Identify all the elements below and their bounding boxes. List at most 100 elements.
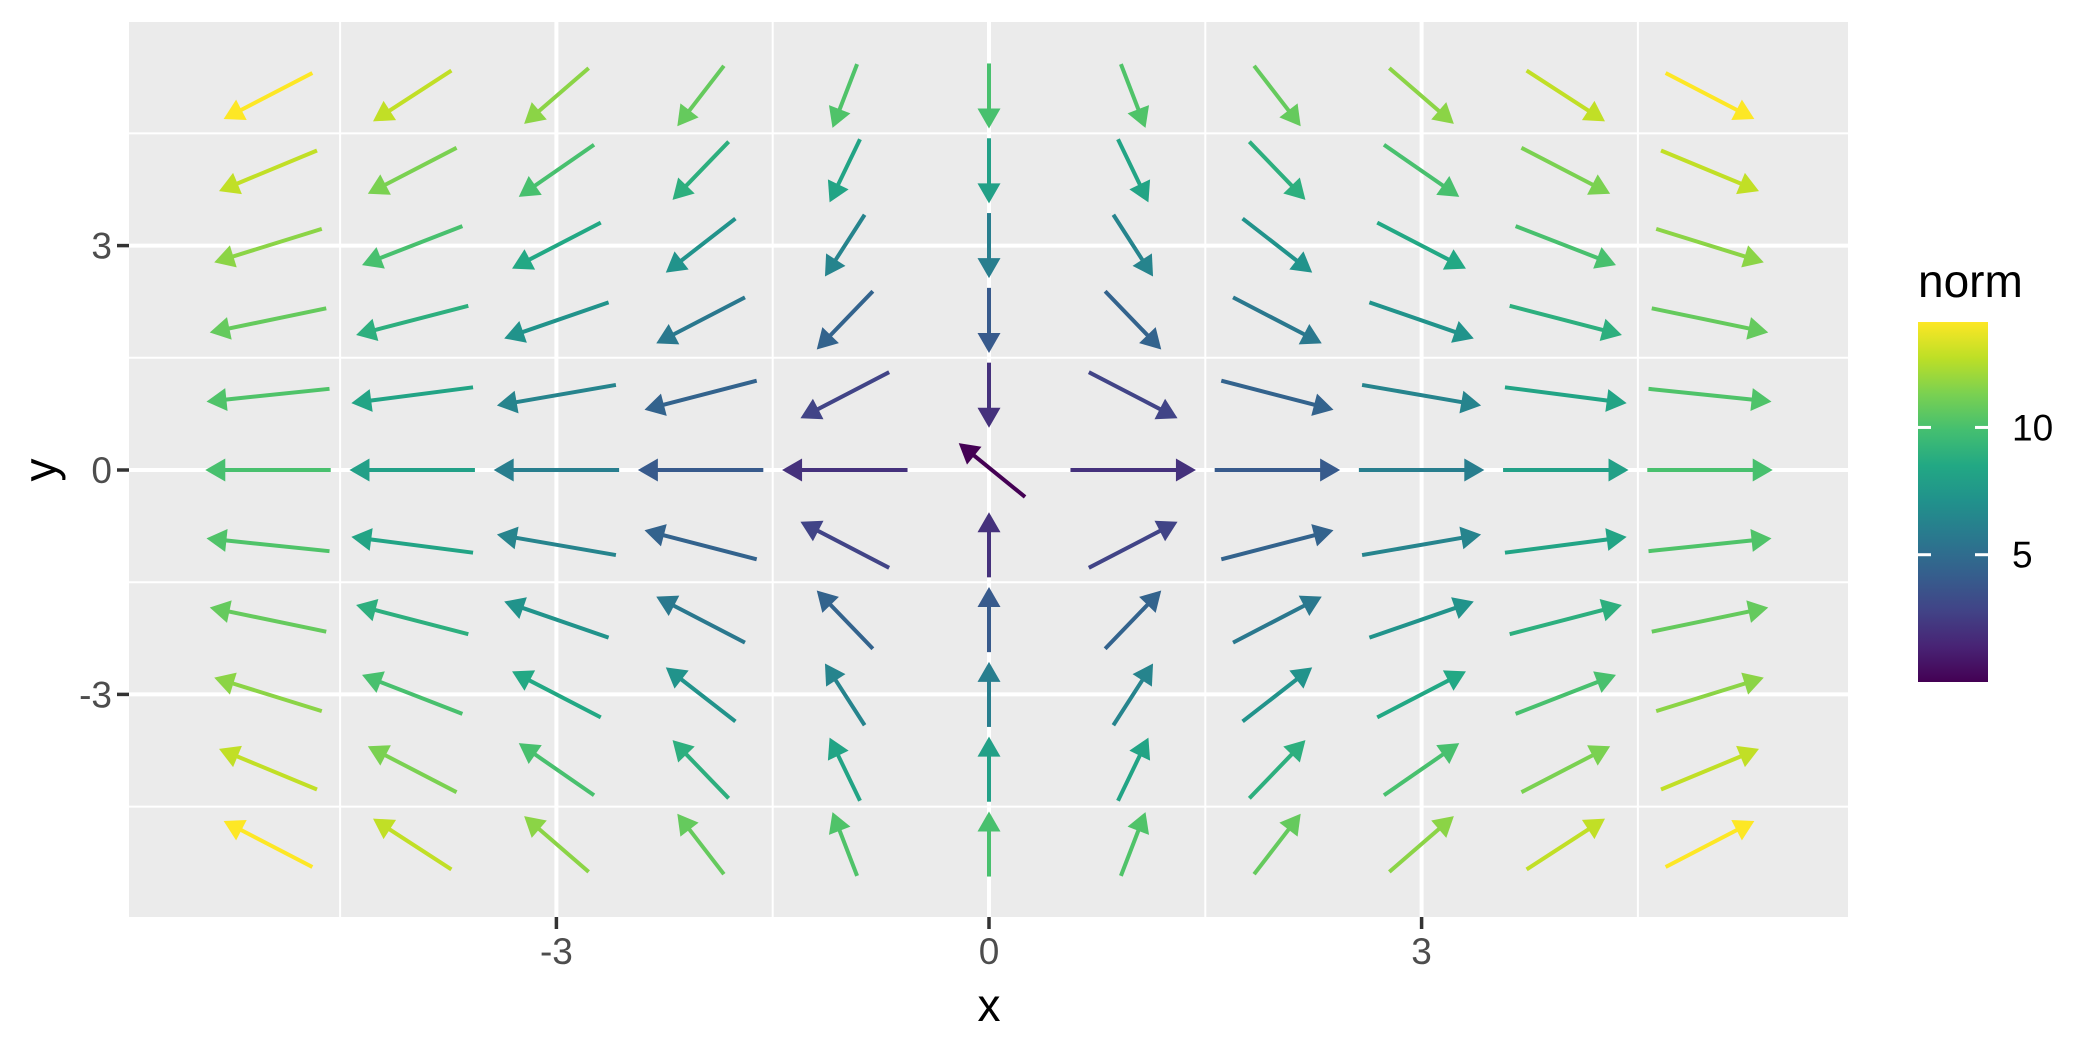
quiver-arrow-head [816,590,839,613]
quiver-arrow [977,811,1001,877]
quiver-arrow-shaft [1241,216,1300,264]
quiver-arrow-head [362,671,385,693]
quiver-arrow [1116,737,1151,802]
quiver-arrow [656,595,746,645]
quiver-arrow-head [800,398,824,420]
quiver-arrow-head [349,458,370,482]
quiver-arrow-head [1605,389,1627,412]
quiver-arrow [800,370,891,420]
quiver-arrow-shaft [815,370,891,412]
quiver-arrow [1368,300,1474,343]
quiver-arrow-head [1129,737,1151,761]
quiver-arrow [800,520,891,570]
quiver-arrow [496,526,617,558]
quiver-arrow-head [214,672,237,695]
quiver-arrow-head [219,745,242,768]
quiver-arrow [1660,148,1759,195]
quiver-arrow-head [977,736,1001,757]
quiver-arrow-shaft [1376,220,1451,263]
quiver-arrow-shaft [234,753,318,792]
quiver-arrow [1247,740,1306,800]
quiver-arrow-head [504,597,527,619]
quiver-arrow-shaft [1651,306,1752,331]
quiver-arrow [504,300,610,343]
legend-title: norm [1918,255,2023,307]
quiver-arrow-shaft [234,148,318,187]
quiver-arrow-head [1129,179,1151,203]
quiver-arrow-head [1289,667,1313,689]
quiver-arrow-shaft [971,452,1027,499]
quiver-arrow-shaft [835,752,862,802]
quiver-arrow-shaft [1119,63,1141,112]
quiver-arrow-head [524,816,547,838]
quiver-arrow-head [223,819,247,841]
quiver-arrow-head [367,745,391,766]
quiver-arrow-shaft [226,306,327,331]
quiver-arrow [1119,812,1150,877]
quiver-arrow-shaft [1241,676,1300,724]
quiver-arrow-shaft [1232,295,1307,337]
quiver-arrow-shaft [1361,535,1464,558]
quiver-arrow-head [1283,740,1306,763]
quiver-arrow-head [1154,398,1178,420]
quiver-arrow-head [219,172,242,195]
quiver-arrow [1388,66,1454,124]
quiver-arrow-head [958,443,982,465]
quiver-arrow [1252,64,1301,127]
quiver-arrow-shaft [238,71,314,113]
legend-tick-labels: 5 10 [2012,407,2053,575]
quiver-arrow-head [1750,388,1772,411]
quiver-arrow [665,667,737,724]
quiver-arrow-head [1605,528,1627,551]
quiver-arrow [356,598,469,637]
quiver-arrow-head [672,740,695,763]
quiver-arrow-head [977,512,1001,533]
quiver-arrow-head [977,407,1001,428]
quiver-arrow [1664,71,1755,121]
quiver-arrow-head [977,587,1001,608]
quiver-arrow [524,66,590,124]
quiver-arrow-head [205,458,226,482]
quiver-arrow-head [1736,745,1759,768]
quiver-arrow [1664,819,1755,869]
quiver-arrow-shaft [837,63,859,112]
quiver-arrow-head [1311,524,1334,547]
quiver-arrow [1103,590,1162,651]
quiver-arrow-head [512,249,536,270]
quiver-arrow-shaft [683,751,731,800]
quiver-arrow [1252,813,1301,876]
quiver-arrow-head [782,458,803,482]
quiver-arrow-head [1154,520,1178,542]
quiver-arrow [1509,598,1622,637]
quiver-arrow [977,661,1001,727]
quiver-arrow [977,587,1001,653]
quiver-arrow [1504,528,1627,555]
quiver-arrow [1376,670,1466,720]
quiver-arrow-shaft [378,679,464,716]
quiver-arrow-head [1746,600,1769,623]
quiver-arrow-head [977,661,1001,682]
quiver-arrow-head [1127,105,1150,128]
quiver-arrow [1116,138,1151,203]
quiver-arrow-shaft [536,66,590,114]
quiver-arrow-shaft [1247,140,1295,189]
quiver-arrow [656,295,746,345]
quiver-arrow-head [214,245,237,268]
y-axis-tick-labels: -3 0 3 [79,226,112,716]
quiver-arrow [362,224,464,269]
quiver-arrow [977,362,1001,428]
quiver-arrow-head [1311,393,1334,416]
quiver-arrow-shaft [683,140,731,189]
quiver-arrow [1087,520,1178,570]
quiver-arrow-head [1731,819,1755,841]
quiver-arrow-shaft [368,385,474,403]
quiver-arrow [977,512,1001,578]
y-axis-tick-label: 3 [91,226,112,267]
quiver-arrow [816,289,875,350]
quiver-arrow [496,382,617,414]
quiver-arrow-shaft [815,528,891,570]
quiver-arrow [977,736,1001,802]
quiver-arrow [362,671,464,716]
quiver-arrow [1111,213,1154,277]
quiver-arrow [637,458,764,482]
